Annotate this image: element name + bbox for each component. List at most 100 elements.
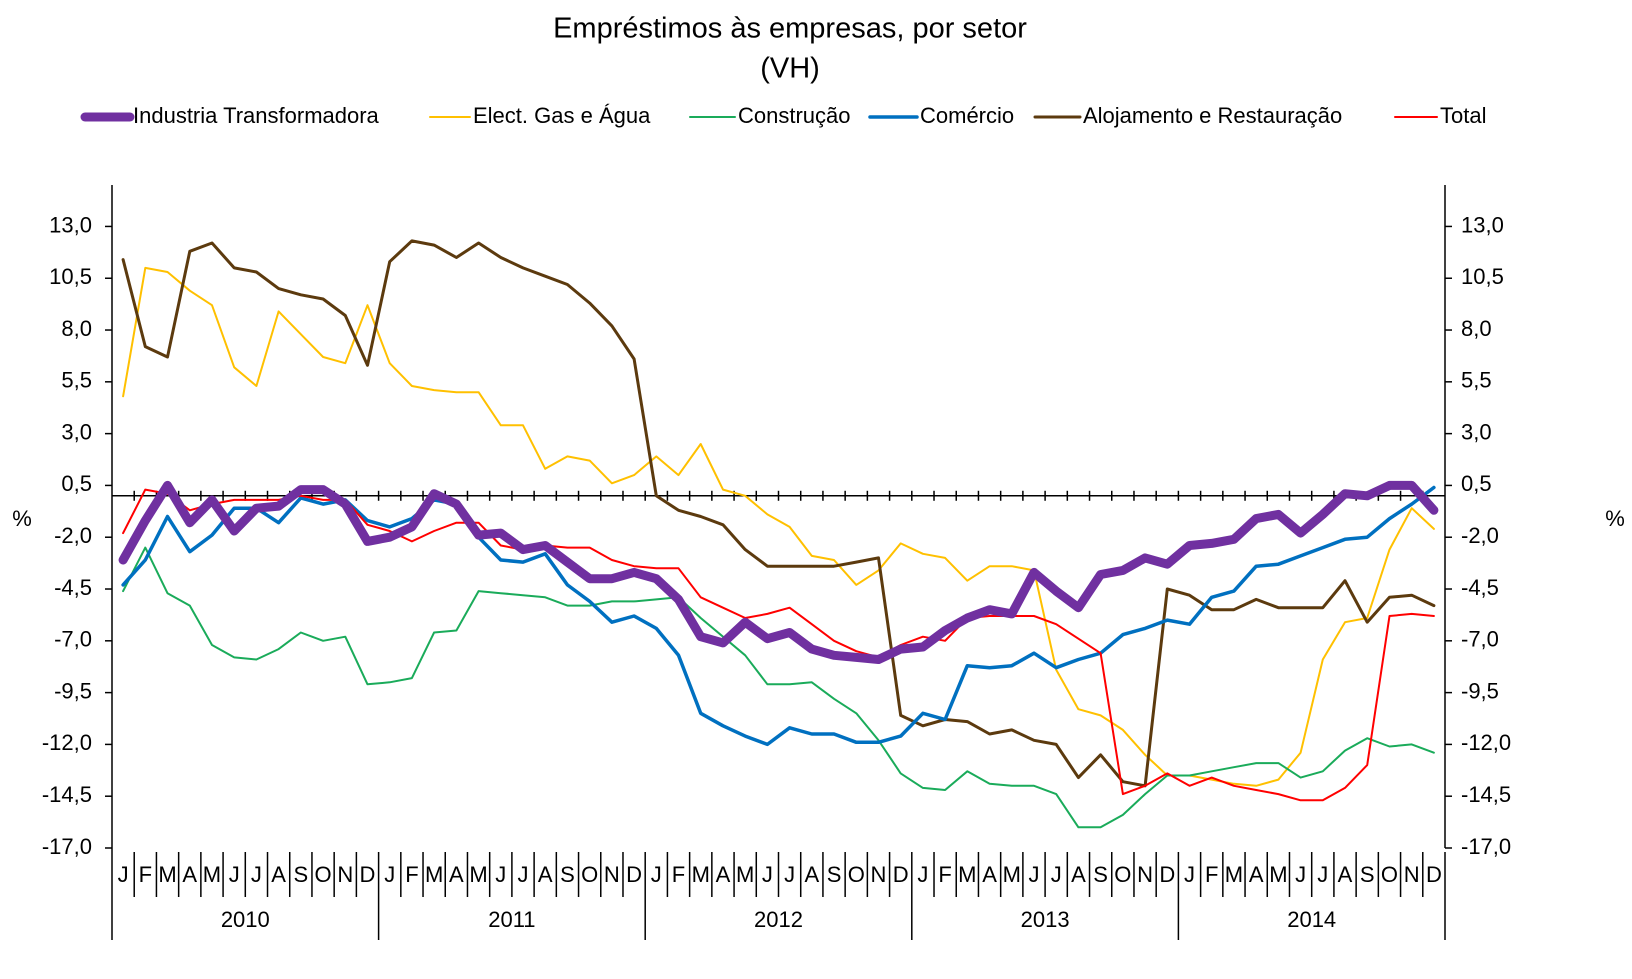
x-tick-label: J	[518, 862, 529, 887]
x-tick-label: J	[784, 862, 795, 887]
x-tick-label: M	[1003, 862, 1021, 887]
x-tick-label: N	[871, 862, 887, 887]
x-tick-label: J	[762, 862, 773, 887]
y2-tick-label: 8,0	[1461, 316, 1492, 341]
x-tick-label: A	[804, 862, 819, 887]
year-label: 2012	[754, 907, 803, 932]
y-tick-label: 10,5	[49, 264, 92, 289]
y2-tick-label: -2,0	[1461, 523, 1499, 548]
chart-title: Empréstimos às empresas, por setor	[553, 13, 1027, 45]
series-line	[122, 546, 1435, 829]
x-tick-label: F	[938, 862, 951, 887]
x-tick-label: M	[1225, 862, 1243, 887]
legend-label: Total	[1440, 103, 1486, 128]
y-tick-label: 5,5	[61, 368, 92, 393]
x-tick-label: M	[469, 862, 487, 887]
x-tick-label: A	[716, 862, 731, 887]
x-tick-label: J	[229, 862, 240, 887]
x-tick-label: J	[384, 862, 395, 887]
x-tick-label: F	[405, 862, 418, 887]
y2-tick-label: -17,0	[1461, 834, 1511, 859]
y2-tick-label: -12,0	[1461, 730, 1511, 755]
y-axis-label: %	[12, 506, 32, 531]
series-line	[121, 239, 1436, 788]
legend-label: Comércio	[920, 103, 1014, 128]
x-tick-label: S	[1093, 862, 1108, 887]
x-tick-label: D	[1159, 862, 1175, 887]
x-tick-label: N	[1137, 862, 1153, 887]
y-tick-label: -2,0	[54, 523, 92, 548]
x-tick-label: M	[203, 862, 221, 887]
x-tick-label: S	[293, 862, 308, 887]
x-tick-label: F	[672, 862, 685, 887]
x-tick-label: J	[1028, 862, 1039, 887]
year-label: 2011	[488, 907, 535, 932]
chart-subtitle: (VH)	[760, 53, 820, 85]
series-line	[122, 266, 1435, 787]
x-tick-label: O	[1381, 862, 1398, 887]
x-tick-label: M	[958, 862, 976, 887]
y2-tick-label: -7,0	[1461, 627, 1499, 652]
x-tick-label: M	[425, 862, 443, 887]
x-tick-label: J	[1295, 862, 1306, 887]
y2-tick-label: 10,5	[1461, 264, 1504, 289]
x-tick-label: M	[158, 862, 176, 887]
legend-label: Alojamento e Restauração	[1083, 103, 1342, 128]
x-tick-label: A	[449, 862, 464, 887]
x-tick-label: J	[495, 862, 506, 887]
x-tick-label: N	[1404, 862, 1420, 887]
x-tick-label: M	[736, 862, 754, 887]
year-label: 2014	[1287, 907, 1336, 932]
y-tick-label: -7,0	[54, 627, 92, 652]
x-tick-label: O	[848, 862, 865, 887]
x-tick-label: J	[251, 862, 262, 887]
y-tick-label: 13,0	[49, 212, 92, 237]
y2-axis-label: %	[1605, 506, 1625, 531]
x-tick-label: A	[982, 862, 997, 887]
y2-tick-label: -9,5	[1461, 678, 1499, 703]
series-line	[121, 485, 1436, 747]
y2-tick-label: 0,5	[1461, 471, 1492, 496]
y-tick-label: 0,5	[61, 471, 92, 496]
series-line	[118, 480, 1439, 664]
legend-label: Elect. Gas e Água	[473, 103, 651, 128]
legend-label: Industria Transformadora	[133, 103, 380, 128]
y2-tick-label: 5,5	[1461, 368, 1492, 393]
y-tick-label: 3,0	[61, 419, 92, 444]
x-tick-label: J	[1051, 862, 1062, 887]
y-tick-label: -12,0	[42, 730, 92, 755]
x-tick-label: A	[1338, 862, 1353, 887]
x-tick-label: D	[626, 862, 642, 887]
x-tick-label: A	[1071, 862, 1086, 887]
x-tick-label: F	[139, 862, 152, 887]
legend-label: Construção	[738, 103, 851, 128]
x-tick-label: D	[893, 862, 909, 887]
y-tick-label: -17,0	[42, 834, 92, 859]
x-tick-label: N	[604, 862, 620, 887]
x-tick-label: M	[692, 862, 710, 887]
x-tick-label: A	[182, 862, 197, 887]
x-tick-label: A	[538, 862, 553, 887]
x-tick-label: O	[581, 862, 598, 887]
x-tick-label: A	[1249, 862, 1264, 887]
y-tick-label: 8,0	[61, 316, 92, 341]
x-tick-label: F	[1205, 862, 1218, 887]
x-tick-label: D	[1426, 862, 1442, 887]
x-tick-label: J	[651, 862, 662, 887]
x-tick-label: A	[271, 862, 286, 887]
x-tick-label: S	[1360, 862, 1375, 887]
x-tick-label: O	[314, 862, 331, 887]
y-tick-label: -9,5	[54, 678, 92, 703]
x-tick-label: S	[827, 862, 842, 887]
x-tick-label: M	[1269, 862, 1287, 887]
y-tick-label: -4,5	[54, 575, 92, 600]
x-tick-label: O	[1114, 862, 1131, 887]
y-tick-label: -14,5	[42, 782, 92, 807]
year-label: 2010	[221, 907, 270, 932]
x-tick-label: J	[917, 862, 928, 887]
x-tick-label: S	[560, 862, 575, 887]
year-label: 2013	[1021, 907, 1070, 932]
y2-tick-label: -14,5	[1461, 782, 1511, 807]
y2-tick-label: -4,5	[1461, 575, 1499, 600]
